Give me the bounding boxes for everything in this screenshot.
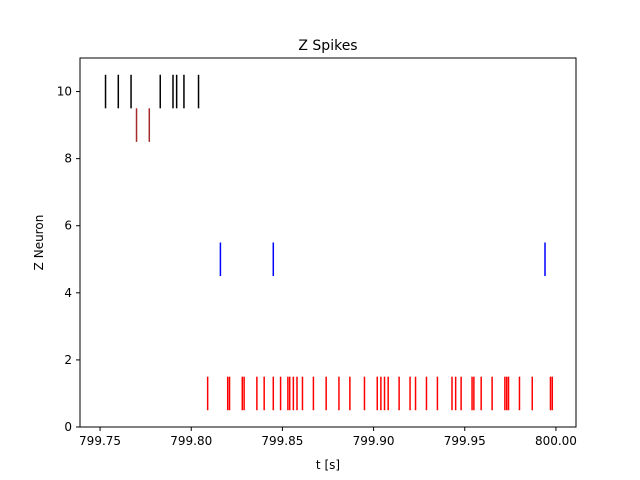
y-tick-label: 10: [57, 85, 72, 99]
y-axis-label: Z Neuron: [32, 215, 46, 271]
y-tick-label: 4: [64, 286, 72, 300]
y-tick-label: 0: [64, 420, 72, 434]
x-tick-label: 799.75: [79, 434, 121, 448]
x-tick-label: 799.80: [170, 434, 212, 448]
plot-frame: [79, 57, 577, 428]
x-tick-label: 799.95: [444, 434, 486, 448]
spike-marks: [104, 74, 554, 411]
y-tick-label: 6: [64, 219, 72, 233]
x-tick-label: 799.85: [261, 434, 303, 448]
x-tick-label: 800.00: [535, 434, 577, 448]
x-tick-label: 799.90: [353, 434, 395, 448]
chart-title: Z Spikes: [298, 38, 357, 54]
x-axis-ticks: 799.75 799.80 799.85 799.90 799.95 800.00: [79, 427, 577, 448]
x-axis-label: t [s]: [316, 458, 340, 472]
y-axis-ticks: 0 2 4 6 8 10: [57, 85, 80, 434]
y-tick-label: 2: [64, 353, 72, 367]
y-tick-label: 8: [64, 152, 72, 166]
